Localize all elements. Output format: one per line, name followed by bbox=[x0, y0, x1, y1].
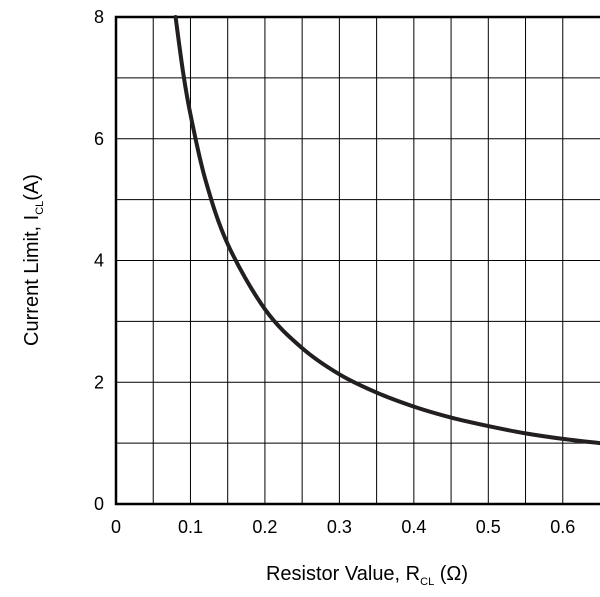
x-tick-labels: 0 0.1 0.2 0.3 0.4 0.5 0.6 bbox=[111, 517, 575, 537]
x-tick-label: 0.4 bbox=[401, 517, 426, 537]
plot-frame bbox=[114, 15, 600, 506]
y-tick-label: 2 bbox=[94, 372, 104, 392]
y-tick-label: 8 bbox=[94, 7, 104, 27]
y-tick-label: 0 bbox=[94, 494, 104, 514]
x-tick-label: 0.6 bbox=[550, 517, 575, 537]
x-tick-label: 0 bbox=[111, 517, 121, 537]
y-tick-label: 4 bbox=[94, 251, 104, 271]
y-tick-label: 6 bbox=[94, 129, 104, 149]
axes-frame bbox=[114, 15, 600, 506]
series-group bbox=[173, 15, 600, 446]
x-tick-label: 0.5 bbox=[476, 517, 501, 537]
y-axis-label: Current Limit, ICL(A) bbox=[21, 174, 46, 346]
y-tick-labels: 0 2 4 6 8 bbox=[94, 7, 104, 514]
x-tick-label: 0.1 bbox=[178, 517, 203, 537]
series-line bbox=[173, 15, 600, 446]
grid bbox=[116, 17, 600, 504]
x-tick-label: 0.2 bbox=[252, 517, 277, 537]
x-tick-label: 0.3 bbox=[327, 517, 352, 537]
x-axis-label: Resistor Value, RCL (Ω) bbox=[266, 563, 468, 588]
